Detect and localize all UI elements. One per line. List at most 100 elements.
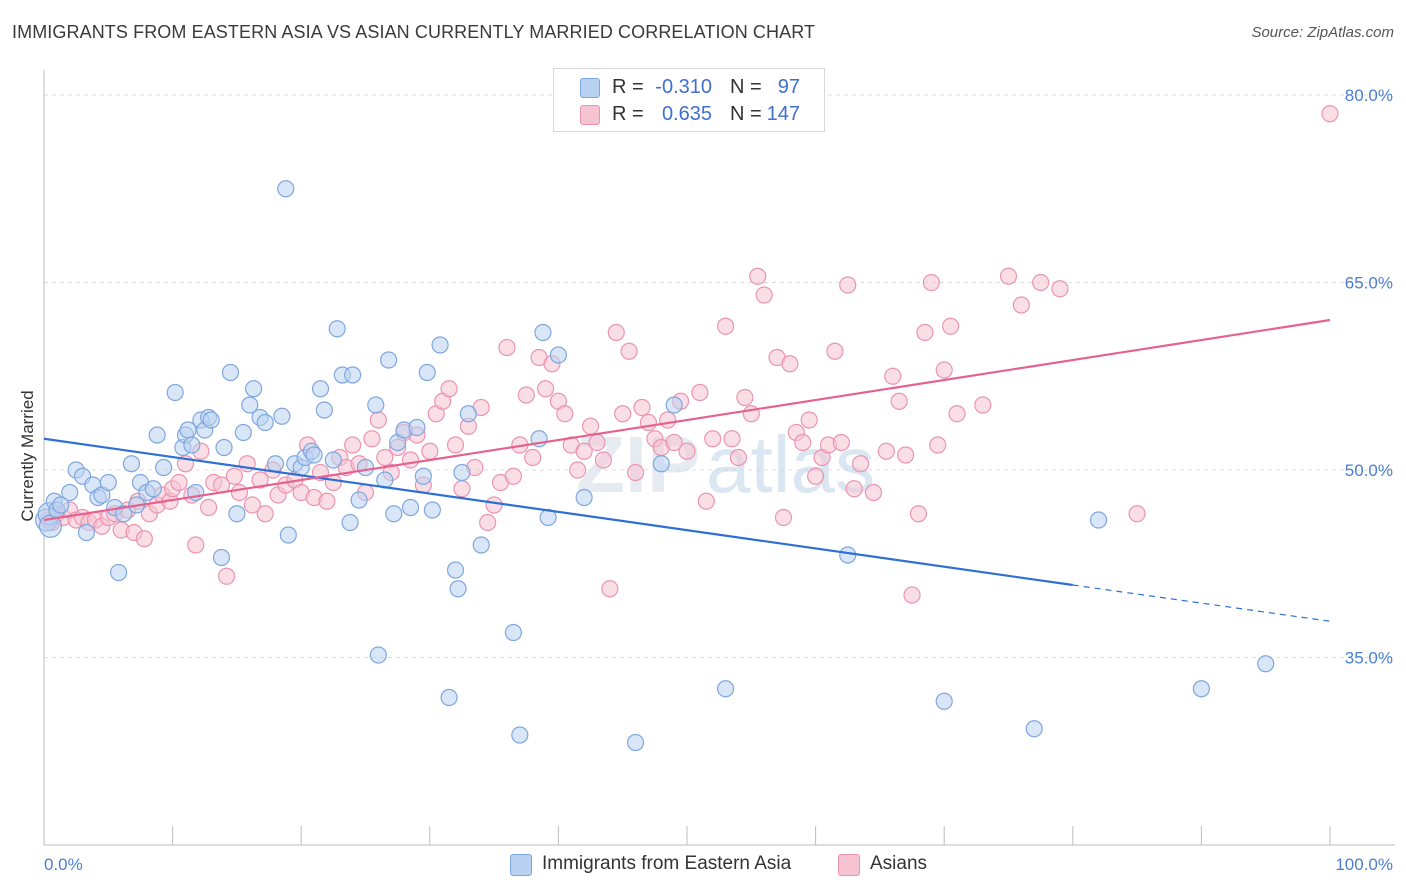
legend-row-asians: R = 0.635 N = 147	[554, 101, 824, 127]
data-point	[135, 530, 153, 548]
data-point	[723, 430, 741, 448]
data-point	[350, 491, 368, 509]
data-point	[61, 483, 79, 502]
data-point	[852, 455, 870, 473]
data-point	[1257, 655, 1275, 673]
data-point	[279, 526, 297, 544]
data-point	[691, 383, 709, 402]
data-point	[614, 405, 632, 423]
y-axis-title: Currently Married	[18, 390, 37, 521]
data-point	[678, 442, 696, 460]
data-point	[736, 388, 754, 407]
data-point	[524, 448, 542, 467]
data-point	[665, 396, 683, 414]
data-point	[183, 436, 201, 454]
data-point	[315, 401, 333, 419]
data-point	[344, 366, 362, 384]
data-point	[266, 455, 285, 473]
trend-line-asians	[43, 318, 1331, 522]
data-point	[1012, 296, 1030, 314]
source-label: Source: ZipAtlas.com	[1251, 24, 1394, 41]
data-point	[665, 433, 683, 452]
data-point	[241, 396, 259, 414]
data-point	[800, 411, 818, 429]
trend-lines	[43, 318, 1331, 622]
data-point	[380, 351, 398, 369]
data-point	[948, 405, 966, 423]
data-point	[234, 423, 252, 442]
data-point	[974, 396, 992, 414]
data-point	[459, 405, 477, 423]
data-point	[594, 451, 613, 469]
data-point	[1192, 680, 1211, 698]
legend-label: Immigrants from Eastern Asia	[542, 853, 792, 874]
trend-line-immigrants	[43, 437, 1073, 587]
legend-row-immigrants: R = -0.310 N = 97	[554, 74, 824, 100]
data-point	[607, 323, 625, 342]
data-point	[504, 623, 522, 642]
data-point	[109, 563, 128, 582]
data-point	[115, 505, 133, 523]
data-point	[633, 398, 651, 417]
data-point	[922, 273, 940, 292]
data-point	[344, 436, 362, 454]
n-value: 147	[766, 103, 800, 125]
data-point	[385, 505, 403, 523]
data-point	[517, 386, 535, 404]
chart-title: IMMIGRANTS FROM EASTERN ASIA VS ASIAN CU…	[12, 22, 816, 42]
trend-line-immigrants-extension	[1072, 584, 1331, 622]
data-point	[890, 392, 908, 410]
data-point	[170, 473, 188, 492]
data-point	[845, 480, 863, 498]
data-point	[569, 461, 587, 479]
data-point	[273, 407, 291, 425]
data-point	[449, 580, 467, 598]
grid-lines	[44, 94, 1395, 658]
n-value: 97	[777, 76, 800, 98]
data-point	[446, 436, 465, 454]
data-point	[999, 267, 1018, 285]
data-point	[324, 451, 342, 469]
data-point	[215, 438, 233, 457]
data-point	[202, 411, 220, 429]
data-point	[626, 463, 645, 482]
data-point	[148, 426, 166, 444]
data-point	[832, 433, 850, 452]
data-point	[369, 411, 387, 429]
data-point	[256, 505, 274, 523]
data-point	[328, 320, 346, 338]
data-point	[716, 680, 735, 698]
data-point	[575, 488, 593, 507]
data-point	[716, 317, 735, 335]
data-point	[1032, 273, 1050, 292]
legend-swatch-pink	[838, 854, 860, 876]
data-point	[256, 413, 274, 432]
data-point	[588, 433, 606, 452]
data-point	[122, 455, 141, 473]
data-point	[839, 546, 857, 564]
data-point	[423, 501, 441, 519]
r-value: 0.635	[661, 103, 712, 125]
data-point	[755, 286, 773, 304]
legend-swatch-pink	[580, 105, 600, 125]
data-point	[652, 455, 670, 473]
data-point	[230, 483, 249, 502]
data-point	[218, 567, 236, 585]
x-tick-label-start: 0.0%	[44, 855, 83, 874]
y-tick-labels: 35.0% 50.0% 65.0% 80.0%	[1345, 86, 1393, 668]
data-point	[318, 492, 336, 510]
data-point	[440, 380, 458, 398]
data-point	[575, 442, 593, 460]
data-point	[1128, 505, 1146, 523]
data-point	[639, 413, 658, 432]
data-point	[376, 448, 394, 467]
data-point	[408, 418, 426, 437]
data-point	[884, 367, 902, 385]
data-point	[942, 317, 960, 335]
legend-swatch-blue	[580, 78, 600, 98]
data-point	[806, 467, 825, 485]
correlation-legend: R = -0.310 N = 97 R = 0.635 N = 147	[553, 68, 825, 132]
data-point	[534, 323, 552, 342]
data-point	[369, 646, 387, 664]
